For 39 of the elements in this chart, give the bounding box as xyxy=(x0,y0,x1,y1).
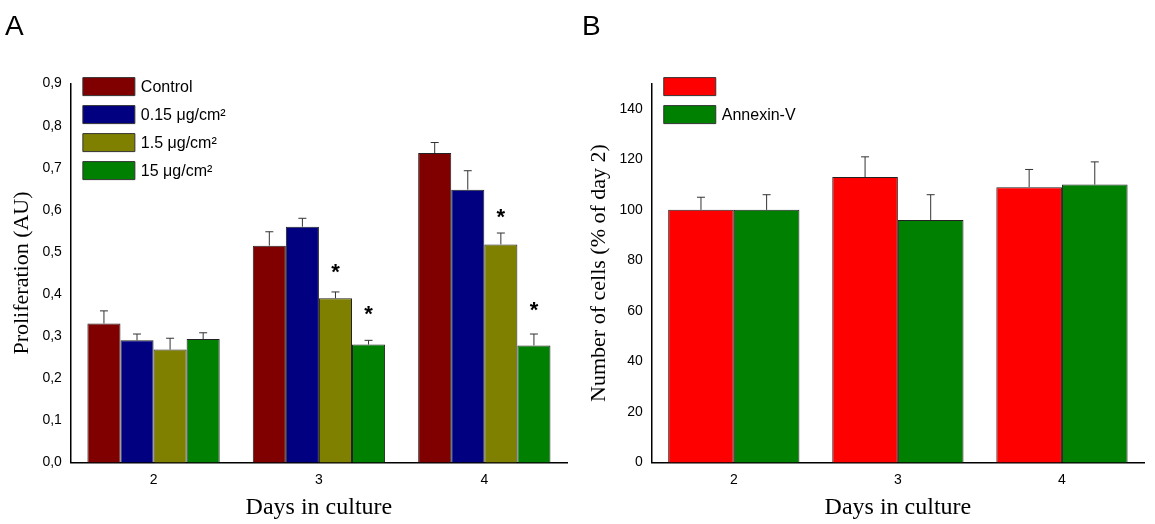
x-tick-label: 4 xyxy=(480,470,489,487)
chart-title: A xyxy=(5,9,24,41)
y-tick-label: 0,8 xyxy=(42,116,63,133)
legend-label: 15 μg/cm² xyxy=(140,162,213,180)
x-tick-label: 2 xyxy=(149,470,158,487)
annotation: * xyxy=(364,300,374,326)
y-tick-label: 140 xyxy=(619,99,643,116)
chart-title: B xyxy=(582,9,601,41)
y-tick-label: 0,6 xyxy=(42,200,63,217)
y-tick-label: 80 xyxy=(627,251,643,268)
y-tick-label: 0,4 xyxy=(42,284,63,301)
y-tick-label: 0 xyxy=(634,453,643,470)
x-axis-title: Days in culture xyxy=(245,492,393,519)
y-tick-label: 40 xyxy=(627,352,643,369)
annotation: * xyxy=(496,204,506,230)
annotation: * xyxy=(529,296,539,322)
y-tick-label: 0,1 xyxy=(42,411,63,428)
y-tick-label: 0,9 xyxy=(42,74,63,91)
y-tick-label: 0,3 xyxy=(42,326,63,343)
y-tick-label: 0,7 xyxy=(42,158,63,175)
y-tick-label: 60 xyxy=(627,301,643,318)
annotation: * xyxy=(331,258,341,284)
y-tick-label: 20 xyxy=(627,402,643,419)
x-tick-label: 2 xyxy=(729,470,738,487)
y-tick-label: 0,0 xyxy=(42,453,63,470)
legend-label: 1.5 μg/cm² xyxy=(140,134,218,152)
legend-label: 0.15 μg/cm² xyxy=(140,106,227,124)
y-tick-label: 0,5 xyxy=(42,242,63,259)
legend-label: Control xyxy=(140,78,193,96)
x-tick-label: 3 xyxy=(893,470,902,487)
legend-label: Annexin-V xyxy=(721,106,796,124)
x-tick-label: 3 xyxy=(315,470,324,487)
y-tick-label: 100 xyxy=(619,200,643,217)
x-axis-title: Days in culture xyxy=(824,492,972,519)
y-tick-label: 0,2 xyxy=(42,369,63,386)
y-axis-title: Number of cells (% of day 2) xyxy=(584,144,610,402)
y-tick-label: 120 xyxy=(619,150,643,167)
y-axis-title: Proliferation (AU) xyxy=(7,191,33,355)
x-tick-label: 4 xyxy=(1058,470,1067,487)
